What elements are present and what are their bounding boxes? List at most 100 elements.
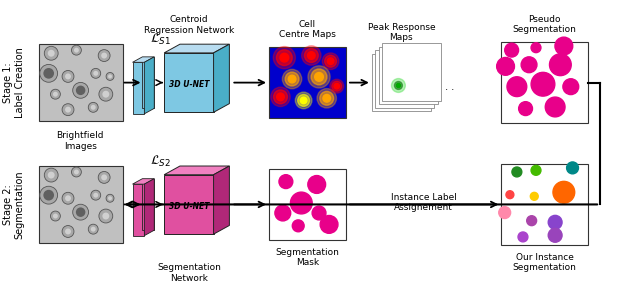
Text: $\mathcal{L}_{S1}$: $\mathcal{L}_{S1}$ — [150, 32, 171, 47]
Circle shape — [298, 95, 310, 106]
Polygon shape — [145, 57, 154, 114]
Circle shape — [566, 162, 579, 174]
Circle shape — [65, 229, 71, 234]
Polygon shape — [164, 175, 214, 234]
Bar — [379, 47, 438, 105]
Circle shape — [531, 165, 541, 175]
Circle shape — [548, 228, 562, 242]
Bar — [501, 164, 588, 245]
Circle shape — [62, 104, 74, 116]
Circle shape — [392, 79, 405, 92]
Circle shape — [320, 91, 333, 105]
Circle shape — [280, 53, 289, 62]
Circle shape — [98, 50, 110, 62]
Circle shape — [295, 92, 312, 109]
Polygon shape — [164, 166, 229, 175]
Circle shape — [548, 215, 562, 229]
Circle shape — [317, 88, 337, 108]
Circle shape — [108, 74, 112, 79]
Bar — [269, 169, 346, 240]
Polygon shape — [164, 44, 229, 53]
Circle shape — [499, 207, 511, 218]
Circle shape — [320, 215, 338, 233]
Circle shape — [553, 181, 575, 203]
Circle shape — [531, 192, 538, 200]
Circle shape — [330, 79, 344, 93]
Circle shape — [308, 66, 330, 88]
Circle shape — [518, 232, 528, 242]
Circle shape — [550, 54, 572, 76]
Circle shape — [396, 84, 401, 88]
Polygon shape — [145, 179, 154, 236]
Text: Brightfield
Images: Brightfield Images — [56, 131, 104, 151]
Circle shape — [518, 102, 532, 116]
Circle shape — [74, 170, 79, 174]
Circle shape — [531, 72, 555, 96]
Circle shape — [285, 72, 299, 86]
Bar — [375, 51, 435, 108]
Circle shape — [288, 75, 296, 83]
Circle shape — [308, 175, 326, 193]
Circle shape — [51, 211, 60, 221]
Circle shape — [275, 205, 291, 221]
Circle shape — [72, 45, 81, 55]
Circle shape — [99, 87, 113, 101]
Bar — [269, 47, 346, 118]
Circle shape — [332, 81, 342, 91]
Circle shape — [555, 37, 573, 55]
Text: Cell
Centre Maps: Cell Centre Maps — [279, 20, 336, 39]
Circle shape — [273, 46, 296, 69]
Circle shape — [308, 52, 315, 59]
Circle shape — [279, 175, 293, 189]
Text: Peak Response
Maps: Peak Response Maps — [367, 22, 435, 42]
Circle shape — [323, 53, 339, 69]
Circle shape — [108, 196, 112, 200]
Polygon shape — [132, 62, 145, 114]
Text: Pseudo
Segmentation: Pseudo Segmentation — [513, 15, 577, 34]
Circle shape — [48, 50, 54, 57]
Circle shape — [512, 167, 522, 177]
Polygon shape — [214, 166, 229, 234]
Bar — [38, 44, 123, 121]
Circle shape — [312, 206, 326, 220]
Circle shape — [273, 90, 287, 104]
Circle shape — [76, 207, 85, 217]
Circle shape — [497, 58, 515, 75]
Circle shape — [507, 77, 527, 97]
Circle shape — [315, 72, 323, 81]
Circle shape — [276, 93, 284, 101]
Circle shape — [93, 71, 98, 76]
Circle shape — [51, 89, 60, 99]
Text: . . .: . . . — [439, 81, 454, 92]
Text: 3D U-NET: 3D U-NET — [168, 202, 209, 211]
Circle shape — [62, 192, 74, 204]
Polygon shape — [132, 57, 154, 62]
Circle shape — [394, 81, 403, 89]
Circle shape — [101, 174, 107, 180]
Circle shape — [65, 195, 71, 201]
Circle shape — [74, 48, 79, 53]
Circle shape — [44, 46, 58, 60]
Circle shape — [53, 92, 58, 97]
Polygon shape — [142, 179, 154, 230]
Text: Segmentation
Network: Segmentation Network — [157, 263, 221, 283]
Circle shape — [300, 97, 307, 104]
Circle shape — [102, 213, 109, 220]
Bar — [38, 166, 123, 243]
Circle shape — [324, 55, 337, 67]
Circle shape — [53, 213, 58, 218]
Circle shape — [563, 79, 579, 95]
Circle shape — [65, 107, 71, 113]
Circle shape — [311, 69, 327, 85]
Polygon shape — [214, 44, 229, 112]
Circle shape — [106, 72, 114, 80]
Circle shape — [40, 65, 58, 82]
Circle shape — [545, 97, 565, 117]
Circle shape — [527, 216, 536, 226]
Circle shape — [91, 68, 100, 78]
Circle shape — [282, 69, 301, 89]
Text: Segmentation
Mask: Segmentation Mask — [276, 248, 339, 267]
Polygon shape — [142, 57, 154, 108]
Text: Stage 1:
Label Creation: Stage 1: Label Creation — [3, 47, 25, 118]
Circle shape — [305, 48, 318, 62]
